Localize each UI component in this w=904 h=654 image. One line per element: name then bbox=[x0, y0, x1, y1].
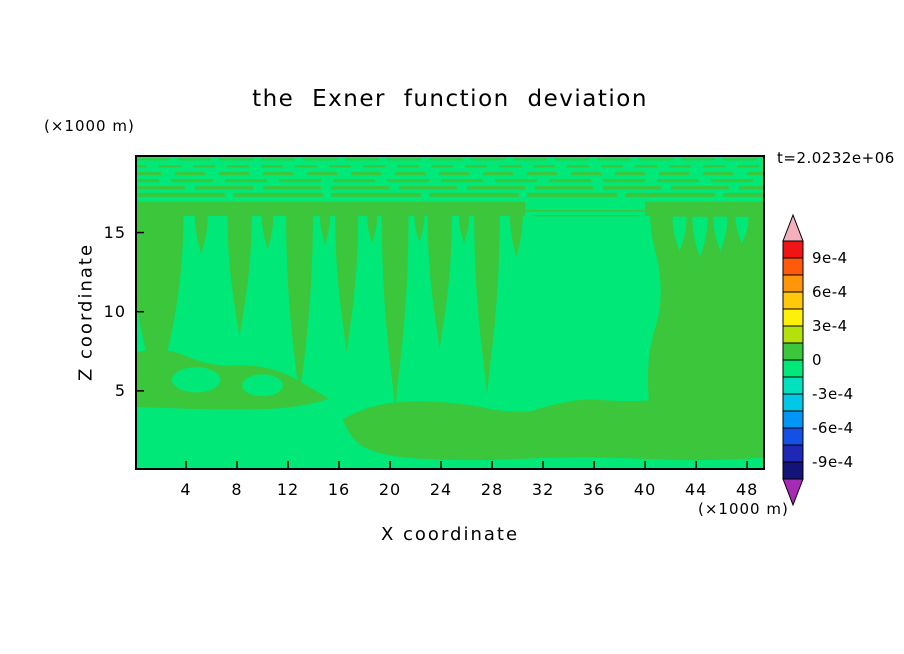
colorbar-segment bbox=[782, 376, 804, 395]
colorbar-label-3e-4: 3e-4 bbox=[812, 317, 848, 335]
colorbar-segment bbox=[782, 325, 804, 344]
colorbar-arrow-top bbox=[782, 213, 804, 242]
x-tick-label-32: 32 bbox=[531, 480, 555, 499]
x-tick-label-20: 20 bbox=[378, 480, 402, 499]
x-tick-label-16: 16 bbox=[327, 480, 351, 499]
colorbar-arrow-bottom bbox=[782, 478, 804, 507]
colorbar-label-0: 0 bbox=[812, 351, 823, 369]
colorbar-segment bbox=[782, 291, 804, 310]
colorbar-segment bbox=[782, 257, 804, 276]
time-stamp-label: t=2.0232e+06 bbox=[777, 149, 895, 167]
colorbar bbox=[782, 213, 804, 507]
x-tick-label-36: 36 bbox=[582, 480, 606, 499]
x-axis-title: X coordinate bbox=[380, 524, 520, 545]
x-tick-label-48: 48 bbox=[735, 480, 759, 499]
colorbar-segment bbox=[782, 359, 804, 378]
colorbar-segment bbox=[782, 342, 804, 361]
colorbar-segment bbox=[782, 444, 804, 463]
x-tick-label-4: 4 bbox=[180, 480, 192, 499]
colorbar-segment bbox=[782, 240, 804, 259]
plot-title: the Exner function deviation bbox=[252, 86, 648, 112]
contour-plot-canvas bbox=[135, 155, 765, 470]
x-tick-label-28: 28 bbox=[480, 480, 504, 499]
z-tick-label-15: 15 bbox=[103, 222, 126, 242]
colorbar-segment bbox=[782, 308, 804, 327]
x-axis-unit-label: (×1000 m) bbox=[698, 500, 789, 518]
colorbar-label--9e-4: -9e-4 bbox=[812, 453, 854, 471]
x-tick-label-12: 12 bbox=[276, 480, 300, 499]
z-tick-label-10: 10 bbox=[103, 301, 126, 321]
colorbar-label--6e-4: -6e-4 bbox=[812, 419, 854, 437]
x-tick-label-8: 8 bbox=[231, 480, 243, 499]
colorbar-label-6e-4: 6e-4 bbox=[812, 283, 848, 301]
colorbar-segment bbox=[782, 410, 804, 429]
colorbar-segment bbox=[782, 461, 804, 480]
colorbar-label--3e-4: -3e-4 bbox=[812, 385, 854, 403]
x-tick-label-24: 24 bbox=[429, 480, 453, 499]
colorbar-label-9e-4: 9e-4 bbox=[812, 249, 848, 267]
colorbar-segment bbox=[782, 427, 804, 446]
contour-field bbox=[135, 201, 765, 461]
plot-frame bbox=[135, 155, 765, 470]
colorbar-segment bbox=[782, 393, 804, 412]
z-axis-unit-label: (×1000 m) bbox=[44, 117, 135, 135]
x-tick-label-40: 40 bbox=[633, 480, 657, 499]
colorbar-segment bbox=[782, 274, 804, 293]
x-tick-label-44: 44 bbox=[684, 480, 708, 499]
z-tick-label-5: 5 bbox=[114, 380, 126, 400]
